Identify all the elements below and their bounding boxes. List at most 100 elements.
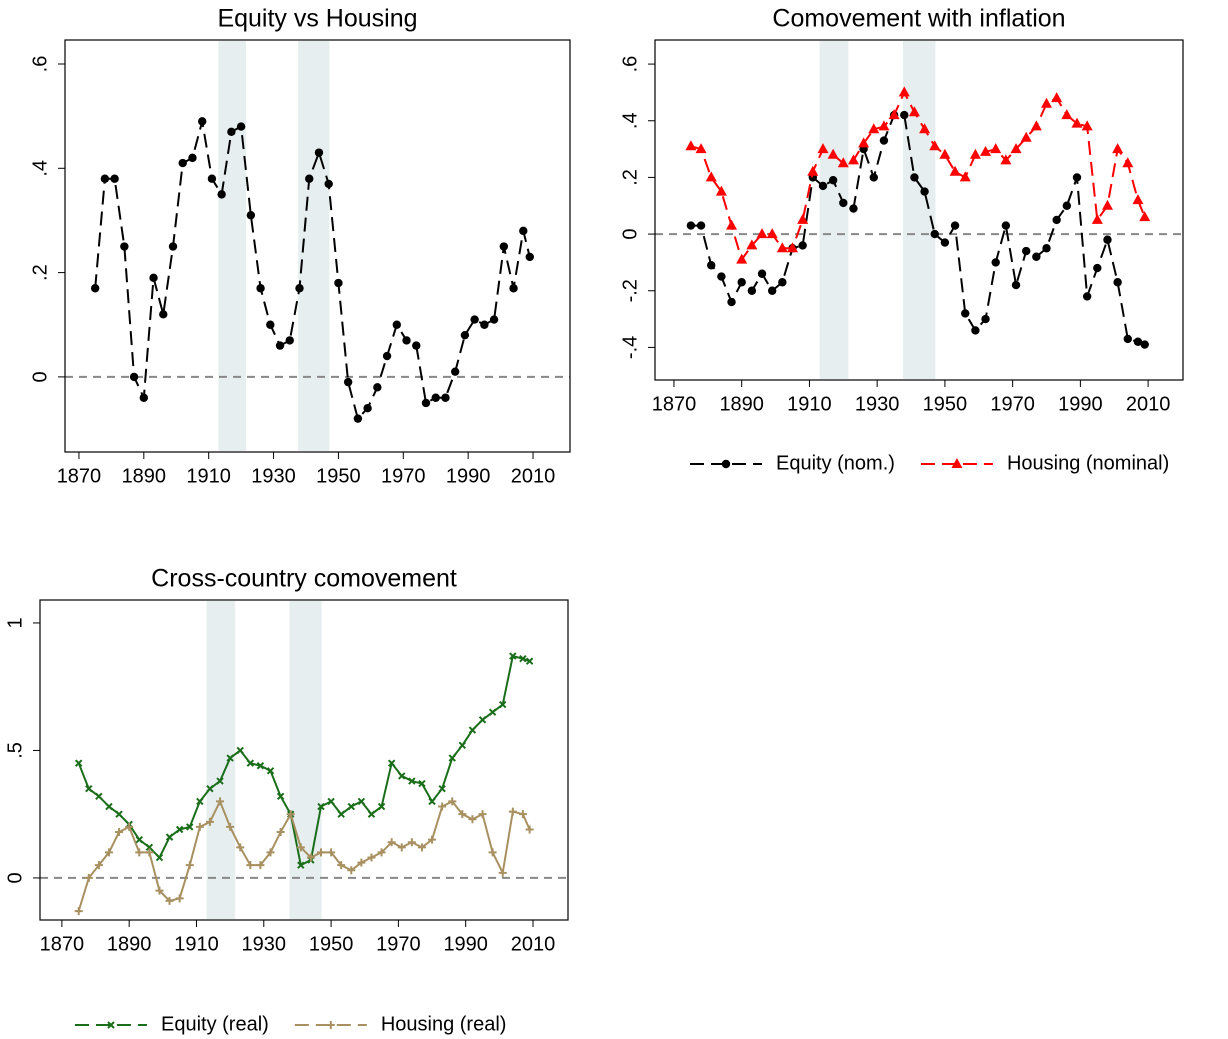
shaded-period bbox=[902, 41, 936, 379]
marker bbox=[1072, 173, 1082, 182]
marker bbox=[149, 273, 158, 283]
marker bbox=[1103, 235, 1112, 244]
chart-title: Equity vs Housing bbox=[217, 5, 417, 33]
marker bbox=[402, 336, 411, 345]
legend-label: Housing (nominal) bbox=[1007, 452, 1169, 474]
marker bbox=[920, 187, 929, 196]
marker bbox=[295, 284, 304, 293]
marker bbox=[110, 174, 119, 183]
x-tick-label: 1890 bbox=[719, 393, 764, 415]
marker bbox=[85, 784, 93, 793]
marker bbox=[499, 700, 507, 709]
marker bbox=[519, 226, 528, 236]
plot-frame bbox=[64, 39, 571, 453]
marker bbox=[468, 815, 477, 824]
marker bbox=[525, 252, 534, 262]
marker bbox=[525, 657, 534, 665]
marker bbox=[441, 393, 450, 402]
marker bbox=[276, 828, 285, 837]
marker bbox=[980, 145, 992, 156]
marker bbox=[196, 797, 204, 806]
marker bbox=[165, 833, 174, 841]
marker bbox=[135, 848, 144, 857]
marker bbox=[908, 106, 920, 117]
marker bbox=[186, 823, 194, 831]
chart-title: Comovement with inflation bbox=[772, 5, 1065, 33]
marker bbox=[1010, 143, 1022, 154]
marker bbox=[509, 284, 518, 293]
marker bbox=[837, 157, 849, 168]
marker bbox=[951, 458, 963, 468]
marker bbox=[155, 886, 164, 895]
marker bbox=[276, 792, 285, 801]
marker bbox=[1071, 117, 1083, 128]
marker bbox=[207, 174, 217, 183]
marker bbox=[408, 777, 416, 785]
marker bbox=[256, 861, 265, 870]
series-line bbox=[690, 90, 1146, 262]
marker bbox=[297, 861, 305, 869]
marker bbox=[1112, 143, 1124, 154]
marker bbox=[195, 822, 204, 831]
y-tick-label: 1 bbox=[4, 617, 26, 628]
marker bbox=[478, 810, 487, 819]
marker bbox=[868, 123, 880, 134]
marker bbox=[1000, 154, 1012, 165]
marker bbox=[363, 403, 372, 413]
chart-title: Cross-country comovement bbox=[151, 565, 457, 593]
marker bbox=[431, 393, 440, 402]
marker bbox=[246, 759, 255, 767]
marker bbox=[448, 754, 456, 762]
marker bbox=[165, 896, 174, 905]
marker bbox=[1081, 120, 1093, 131]
marker bbox=[327, 848, 336, 857]
marker bbox=[707, 261, 716, 270]
marker bbox=[412, 341, 421, 350]
marker bbox=[145, 843, 154, 852]
marker bbox=[807, 165, 819, 176]
legend-label: Housing (real) bbox=[381, 1013, 507, 1035]
marker bbox=[125, 822, 134, 831]
marker bbox=[115, 810, 123, 818]
marker bbox=[470, 315, 479, 324]
marker bbox=[849, 204, 858, 213]
marker bbox=[685, 140, 697, 151]
y-tick-label: 0 bbox=[4, 872, 26, 883]
shaded-period bbox=[819, 41, 849, 379]
marker bbox=[981, 314, 990, 324]
marker bbox=[115, 828, 124, 837]
y-tick-label: 0 bbox=[29, 371, 51, 382]
marker bbox=[1061, 109, 1073, 120]
marker bbox=[227, 127, 236, 136]
marker bbox=[357, 858, 366, 867]
marker bbox=[1133, 337, 1143, 346]
marker bbox=[489, 315, 499, 324]
marker bbox=[324, 179, 333, 189]
marker bbox=[306, 853, 315, 862]
marker bbox=[337, 810, 345, 818]
x-tick-label: 1870 bbox=[57, 465, 102, 487]
marker bbox=[74, 907, 83, 916]
x-tick-label: 1990 bbox=[1058, 393, 1103, 415]
shaded-period bbox=[206, 601, 236, 919]
marker bbox=[188, 153, 197, 163]
marker bbox=[387, 838, 396, 847]
marker bbox=[480, 320, 489, 329]
marker bbox=[129, 372, 139, 382]
marker bbox=[869, 173, 878, 182]
marker bbox=[519, 654, 527, 663]
x-tick-label: 1910 bbox=[174, 933, 219, 955]
marker bbox=[498, 868, 507, 877]
y-tick-label: .2 bbox=[619, 169, 641, 186]
marker bbox=[285, 336, 294, 345]
marker bbox=[888, 109, 900, 120]
marker bbox=[120, 242, 129, 251]
x-tick-label: 1970 bbox=[381, 465, 426, 487]
marker bbox=[900, 110, 909, 120]
marker bbox=[1042, 244, 1051, 253]
marker bbox=[991, 258, 1000, 267]
marker bbox=[817, 143, 829, 154]
marker bbox=[236, 122, 246, 131]
marker bbox=[509, 652, 517, 660]
marker bbox=[1051, 92, 1063, 103]
